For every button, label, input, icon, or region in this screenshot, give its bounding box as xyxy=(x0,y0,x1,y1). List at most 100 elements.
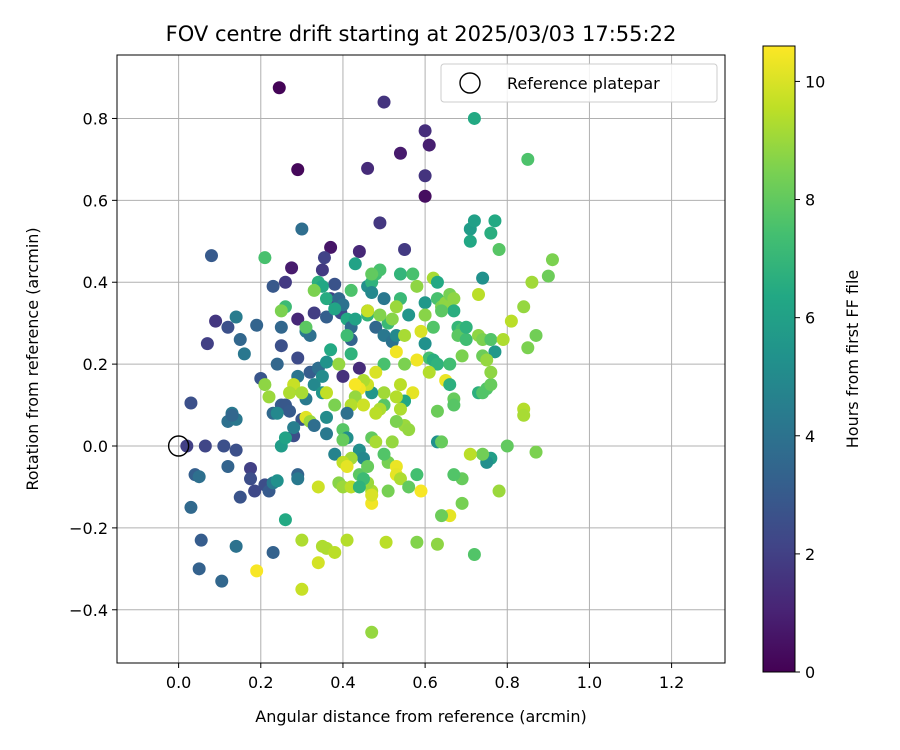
data-point xyxy=(541,269,555,283)
data-point xyxy=(365,625,379,639)
data-point xyxy=(295,222,309,236)
data-point xyxy=(521,152,535,166)
data-point xyxy=(328,277,342,291)
data-point xyxy=(221,320,235,334)
data-point xyxy=(352,245,366,259)
reference-platepar-marker xyxy=(167,435,190,457)
data-point xyxy=(291,351,305,365)
data-point xyxy=(283,386,297,400)
colorbar: 0 2 4 6 8 10 Hours from first FF file xyxy=(762,45,862,682)
data-point xyxy=(278,275,292,289)
data-point xyxy=(291,312,305,326)
data-point xyxy=(307,419,321,433)
data-point xyxy=(250,564,264,578)
data-point xyxy=(194,533,208,547)
data-point xyxy=(389,345,403,359)
data-point xyxy=(311,480,325,494)
y-tick-label: −0.4 xyxy=(69,601,108,620)
data-point xyxy=(324,240,338,254)
x-tick-label: 1.2 xyxy=(659,673,684,692)
data-point xyxy=(410,279,424,293)
data-point xyxy=(352,361,366,375)
data-point xyxy=(435,435,449,449)
data-point xyxy=(215,574,229,588)
data-point xyxy=(229,443,243,457)
data-point xyxy=(233,490,247,504)
data-point xyxy=(484,378,498,392)
data-point xyxy=(209,314,223,328)
data-point xyxy=(221,459,235,473)
data-point xyxy=(422,365,436,379)
data-point xyxy=(324,343,338,357)
data-point xyxy=(229,539,243,553)
data-point xyxy=(488,214,502,228)
data-point xyxy=(233,333,247,347)
data-point xyxy=(348,257,362,271)
data-point xyxy=(307,306,321,320)
data-point xyxy=(270,406,284,420)
data-point xyxy=(317,251,331,265)
data-point xyxy=(295,533,309,547)
data-point xyxy=(418,337,432,351)
data-point xyxy=(430,275,444,289)
data-point xyxy=(418,124,432,138)
data-point xyxy=(320,355,334,369)
data-point xyxy=(266,279,280,293)
data-point xyxy=(467,111,481,125)
data-point xyxy=(365,285,379,299)
data-point xyxy=(332,357,346,371)
data-point xyxy=(320,427,334,441)
data-point xyxy=(328,545,342,559)
colorbar-label: Hours from first FF file xyxy=(843,270,862,449)
colorbar-tick-label: 10 xyxy=(805,72,825,91)
data-point xyxy=(320,410,334,424)
x-axis-ticks: 0.0 0.2 0.4 0.6 0.8 1.0 1.2 xyxy=(166,663,684,692)
data-point xyxy=(369,320,383,334)
data-point xyxy=(517,408,531,422)
data-point xyxy=(476,271,490,285)
data-point xyxy=(447,292,461,306)
data-point xyxy=(381,484,395,498)
data-point xyxy=(443,357,457,371)
y-tick-label: 0.8 xyxy=(83,109,108,128)
data-point xyxy=(244,462,258,476)
data-point xyxy=(393,267,407,281)
data-point xyxy=(389,390,403,404)
data-point xyxy=(484,365,498,379)
data-point xyxy=(274,320,288,334)
data-point xyxy=(418,308,432,322)
data-point xyxy=(365,488,379,502)
data-point xyxy=(274,304,288,318)
legend-box xyxy=(440,63,718,103)
data-point xyxy=(418,169,432,183)
legend: Reference platepar xyxy=(440,63,718,103)
data-point xyxy=(320,292,334,306)
data-point xyxy=(295,582,309,596)
x-tick-label: 1.0 xyxy=(577,673,602,692)
data-point xyxy=(248,484,262,498)
data-point xyxy=(377,386,391,400)
data-point xyxy=(283,404,297,418)
reference-marker-layer xyxy=(167,435,190,457)
data-point xyxy=(496,333,510,347)
data-point xyxy=(463,234,477,248)
x-tick-label: 0.8 xyxy=(495,673,520,692)
data-point xyxy=(422,138,436,152)
data-point xyxy=(340,406,354,420)
data-point xyxy=(320,386,334,400)
data-point xyxy=(525,275,539,289)
data-point xyxy=(480,353,494,367)
data-point xyxy=(443,378,457,392)
data-point xyxy=(517,300,531,314)
data-point xyxy=(377,447,391,461)
colorbar-gradient xyxy=(762,45,796,673)
data-point xyxy=(229,310,243,324)
data-point xyxy=(476,447,490,461)
data-point xyxy=(348,378,362,392)
data-point xyxy=(385,435,399,449)
data-point xyxy=(328,398,342,412)
data-point xyxy=(377,95,391,109)
data-point xyxy=(373,308,387,322)
data-point xyxy=(393,472,407,486)
data-point xyxy=(463,447,477,461)
